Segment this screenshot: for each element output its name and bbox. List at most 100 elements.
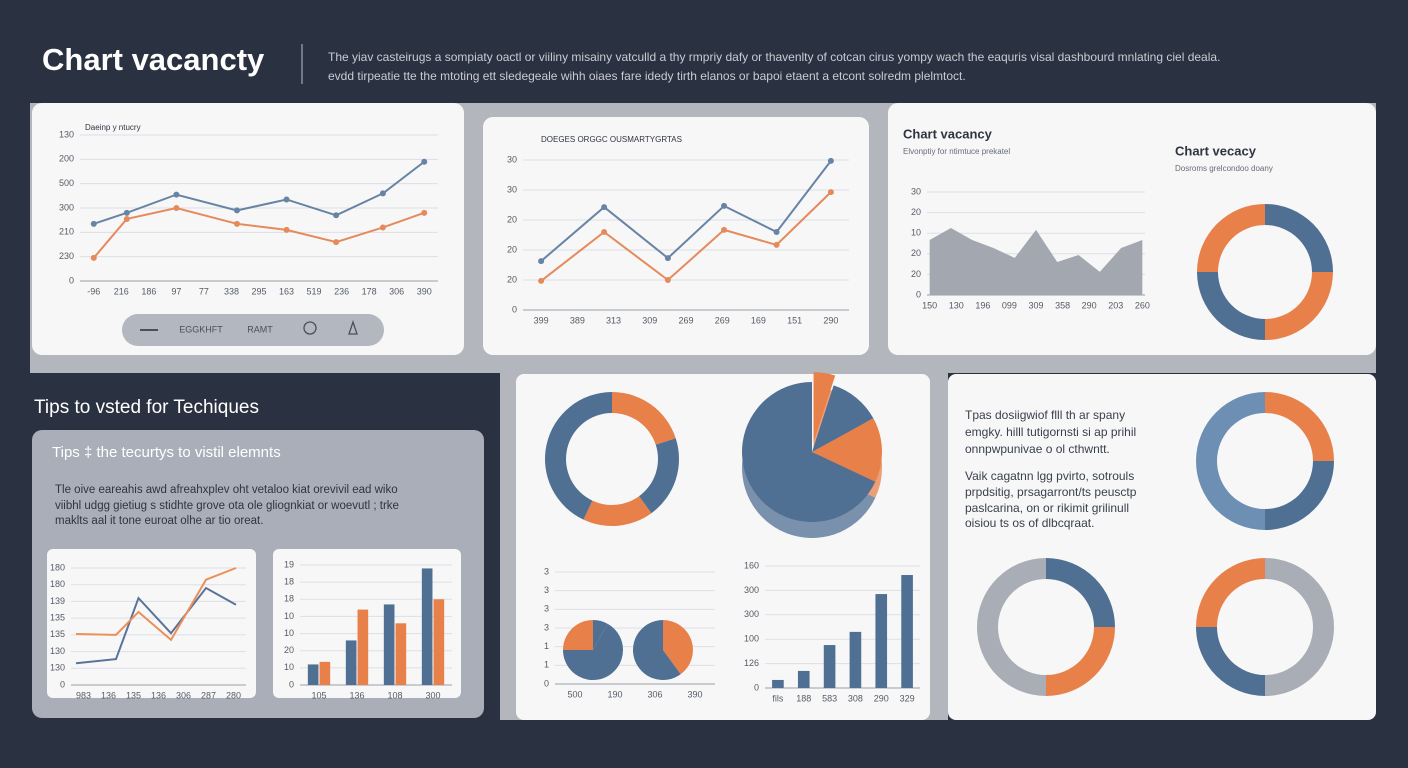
x-tick-label: 196 [975,300,990,310]
donut-segment [1046,558,1115,627]
y-tick-label: 3 [544,622,549,632]
tips-text: Tle oive eareahis awd afreahxplev oht ve… [55,484,398,496]
bar [849,631,862,688]
y-tick-label: 3 [544,566,549,576]
bar [823,645,836,688]
donut-segment [544,392,612,520]
x-tick-label: 260 [1135,300,1150,310]
pie-slice [812,385,874,452]
y-tick-label: 30 [507,154,517,164]
marker [233,207,240,214]
control-label[interactable]: RAMT [247,324,273,334]
y-tick-label: 100 [744,634,759,644]
donut-segment [583,496,652,526]
marker [123,209,130,216]
x-tick-label: 136 [101,690,116,700]
y-tick-label: 210 [59,227,74,237]
panel [32,103,464,355]
donut-segment [1265,558,1334,696]
y-tick-label: 0 [544,678,549,688]
y-tick-label: 180 [50,562,65,572]
panel [483,117,869,355]
note-text: paslcarina, on or rikimit grilinull [965,501,1129,515]
x-tick-label: 216 [114,286,129,296]
y-tick-label: 0 [60,679,65,689]
user-icon[interactable] [348,319,358,335]
y-tick-label: 160 [744,560,759,570]
y-tick-label: 20 [284,645,294,655]
x-tick-label: 983 [76,690,91,700]
x-tick-label: 295 [251,286,266,296]
marker [233,220,240,227]
control-bar[interactable] [122,314,384,346]
line [540,160,832,262]
x-tick-label: 130 [949,300,964,310]
x-tick-label: 151 [787,315,802,325]
line [75,567,237,642]
control-label[interactable]: EGGKHFT [179,324,223,334]
donut-segment [1265,272,1333,340]
y-tick-label: 200 [59,154,74,164]
y-tick-label: 126 [744,658,759,668]
donut-segment [639,438,679,514]
y-tick-label: 180 [50,579,65,589]
bar [319,661,331,685]
bar [901,575,913,688]
line [93,160,425,225]
marker [421,209,428,216]
note-text: oisiou ts os of dlbcqraat. [965,516,1094,530]
y-tick-label: 1 [544,660,549,670]
y-tick-label: 18 [284,577,294,587]
panel [948,374,1376,720]
y-tick-label: 300 [744,609,759,619]
chart-subtitle: Elvonptiy for ntimtuce prekatel [903,147,1010,156]
x-tick-label: 236 [334,286,349,296]
x-tick-label: 290 [1082,300,1097,310]
pie-slice [813,372,836,443]
pie-slice [812,418,882,482]
tips-text: maklts aal it tone euroat olhe ar tio or… [55,515,263,527]
x-tick-label: 306 [389,286,404,296]
donut-segment [977,558,1046,696]
bar [307,664,319,685]
y-tick-label: 30 [911,186,921,196]
x-tick-label: 186 [141,286,156,296]
y-tick-label: 300 [744,585,759,595]
x-tick-label: 290 [823,315,838,325]
x-tick-label: 290 [874,693,889,703]
x-tick-label: -96 [87,286,100,296]
x-tick-label: 108 [387,690,402,700]
marker [721,202,728,209]
y-tick-label: 1 [544,641,549,651]
donut-segment [1265,461,1334,530]
x-tick-label: 163 [279,286,294,296]
marker [421,158,428,165]
y-tick-label: 10 [284,628,294,638]
donut-segment [1196,558,1265,627]
info-icon[interactable] [303,321,317,335]
x-tick-label: ﬁls [772,693,783,703]
marker [123,215,130,222]
y-tick-label: 3 [544,585,549,595]
x-tick-label: 178 [362,286,377,296]
note-text: onnpwpunivae o ol cthwntt. [965,442,1110,456]
y-tick-label: 135 [50,629,65,639]
marker [379,224,386,231]
chart-subtitle: Dosroms grelcondoo doany [1175,164,1273,173]
x-tick-label: 338 [224,286,239,296]
marker [827,157,834,164]
chart-title: Chart vacancy [903,126,993,141]
pie-slice [742,382,876,522]
bar [345,640,357,685]
y-tick-label: 20 [911,207,921,217]
y-tick-label: 0 [69,275,74,285]
x-tick-label: 136 [349,690,364,700]
x-tick-label: 583 [822,693,837,703]
x-tick-label: 105 [311,690,326,700]
marker [90,254,97,261]
x-tick-label: 300 [425,690,440,700]
bar [797,670,810,688]
x-tick-label: 389 [570,315,585,325]
marker [333,239,340,246]
bar [433,599,445,685]
